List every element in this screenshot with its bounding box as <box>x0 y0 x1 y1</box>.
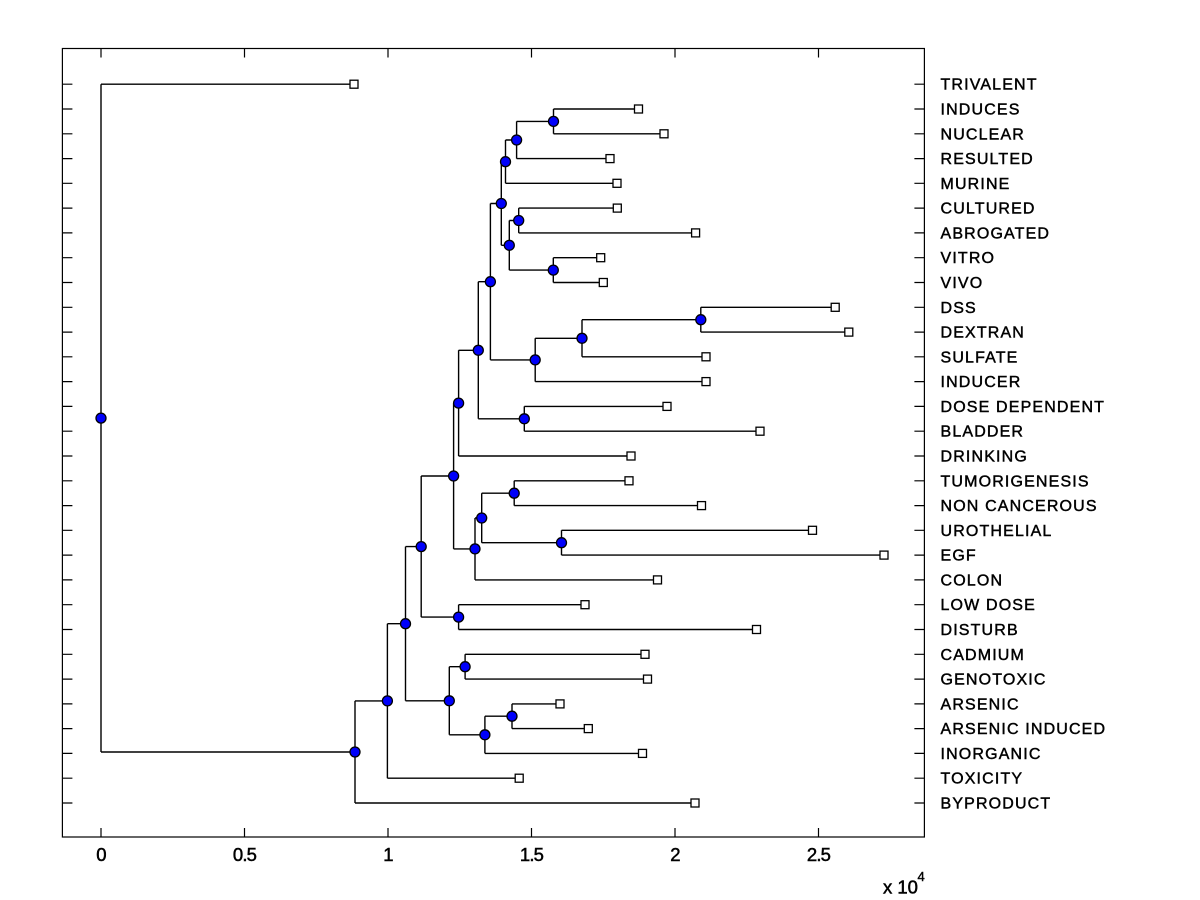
svg-text:CADMIUM: CADMIUM <box>941 647 1026 664</box>
svg-text:DRINKING: DRINKING <box>941 449 1028 466</box>
svg-text:COLON: COLON <box>941 572 1004 589</box>
svg-text:TRIVALENT: TRIVALENT <box>941 77 1038 94</box>
svg-text:1.5: 1.5 <box>520 844 544 865</box>
svg-text:DISTURB: DISTURB <box>941 622 1019 639</box>
svg-text:SULFATE: SULFATE <box>941 349 1019 366</box>
svg-text:VIVO: VIVO <box>941 275 984 292</box>
svg-text:CULTURED: CULTURED <box>941 201 1036 218</box>
svg-text:RESULTED: RESULTED <box>941 151 1034 168</box>
svg-text:TUMORIGENESIS: TUMORIGENESIS <box>941 473 1090 490</box>
svg-text:0: 0 <box>96 844 106 865</box>
svg-text:TOXICITY: TOXICITY <box>941 771 1024 788</box>
svg-text:ABROGATED: ABROGATED <box>941 225 1051 242</box>
svg-text:4: 4 <box>918 869 925 884</box>
svg-text:INDUCES: INDUCES <box>941 102 1021 119</box>
svg-text:UROTHELIAL: UROTHELIAL <box>941 523 1053 540</box>
svg-text:BYPRODUCT: BYPRODUCT <box>941 796 1052 813</box>
svg-text:VITRO: VITRO <box>941 250 996 267</box>
svg-text:NUCLEAR: NUCLEAR <box>941 126 1026 143</box>
svg-text:NON CANCEROUS: NON CANCEROUS <box>941 498 1098 515</box>
svg-text:2: 2 <box>670 844 680 865</box>
svg-text:DEXTRAN: DEXTRAN <box>941 325 1026 342</box>
svg-text:1: 1 <box>383 844 393 865</box>
svg-text:EGF: EGF <box>941 548 977 565</box>
svg-text:INORGANIC: INORGANIC <box>941 746 1042 763</box>
svg-text:LOW DOSE: LOW DOSE <box>941 597 1036 614</box>
svg-text:ARSENIC: ARSENIC <box>941 696 1020 713</box>
svg-text:2.5: 2.5 <box>807 844 831 865</box>
svg-text:GENOTOXIC: GENOTOXIC <box>941 672 1047 689</box>
svg-text:BLADDER: BLADDER <box>941 424 1025 441</box>
svg-text:MURINE: MURINE <box>941 176 1011 193</box>
svg-text:0.5: 0.5 <box>233 844 257 865</box>
svg-text:x 10: x 10 <box>883 877 918 898</box>
svg-text:INDUCER: INDUCER <box>941 374 1022 391</box>
svg-text:DSS: DSS <box>941 300 977 317</box>
svg-text:ARSENIC INDUCED: ARSENIC INDUCED <box>941 721 1107 738</box>
svg-text:DOSE DEPENDENT: DOSE DEPENDENT <box>941 399 1106 416</box>
